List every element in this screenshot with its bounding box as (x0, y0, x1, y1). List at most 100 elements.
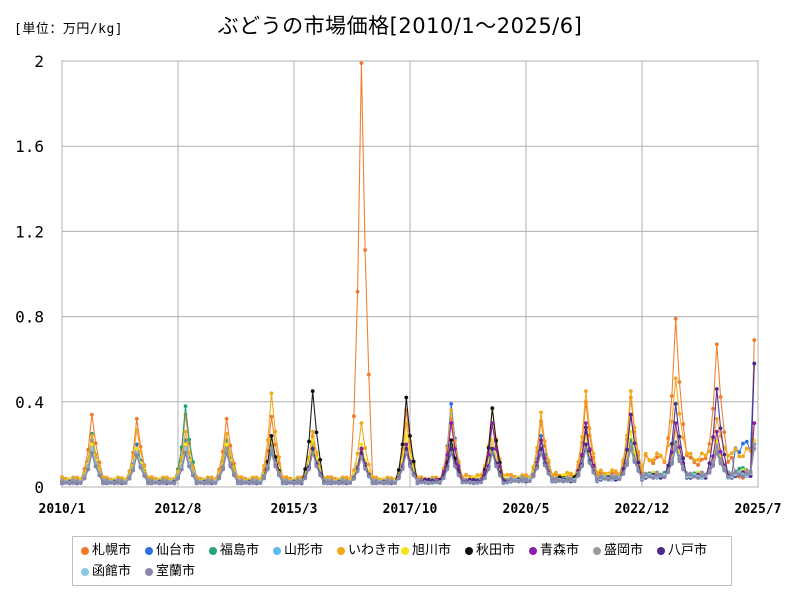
data-point (655, 455, 659, 460)
data-point (116, 477, 120, 482)
data-point (557, 478, 562, 483)
data-point (744, 474, 749, 478)
data-point (700, 457, 704, 462)
data-point (344, 480, 349, 485)
data-point (127, 476, 132, 481)
data-point (138, 465, 143, 470)
data-point (310, 446, 315, 451)
data-point (359, 451, 364, 455)
data-point (464, 473, 468, 477)
data-point (359, 442, 364, 447)
data-point (539, 446, 543, 451)
data-point (438, 481, 442, 485)
data-point (628, 389, 633, 393)
data-point (426, 481, 431, 486)
data-point (404, 446, 409, 451)
data-point (464, 480, 468, 484)
legend-label: いわき市 (348, 543, 401, 558)
data-point (677, 459, 682, 463)
data-point (131, 468, 136, 473)
data-point (232, 473, 237, 478)
data-point (610, 472, 614, 477)
data-point (670, 419, 674, 424)
data-point (673, 442, 678, 447)
data-point (584, 421, 588, 425)
data-point (632, 460, 637, 464)
legend-label: 山形市 (284, 543, 324, 558)
data-point (565, 470, 570, 475)
data-point (352, 414, 356, 419)
data-point (265, 438, 270, 442)
data-point (584, 389, 588, 393)
data-point (677, 434, 682, 439)
data-point (602, 476, 607, 481)
data-point (587, 461, 592, 465)
data-point (673, 402, 678, 406)
data-point (142, 473, 147, 478)
data-point (748, 474, 753, 478)
y-tick-label: 0.8 (15, 308, 44, 327)
data-point (651, 476, 656, 480)
data-point (303, 467, 308, 471)
data-point (101, 480, 106, 484)
legend-label: 八戸市 (668, 543, 708, 558)
data-point (209, 480, 214, 485)
data-point (322, 481, 326, 485)
data-point (714, 342, 719, 347)
data-point (292, 481, 296, 486)
data-point (621, 467, 626, 471)
data-point (75, 476, 79, 480)
data-point (310, 429, 315, 434)
data-point (329, 480, 334, 484)
data-point (389, 476, 394, 480)
data-point (105, 480, 109, 484)
data-point (482, 476, 487, 481)
data-point (445, 452, 450, 457)
data-point (617, 477, 622, 482)
data-point (60, 475, 64, 480)
data-point (441, 476, 446, 481)
data-point (449, 402, 454, 406)
data-point (610, 476, 614, 480)
data-point (598, 468, 603, 473)
data-point (277, 455, 281, 460)
data-point (685, 472, 689, 477)
data-point (509, 477, 513, 482)
data-point (408, 464, 412, 469)
data-point (329, 475, 334, 480)
data-point (707, 470, 712, 475)
data-point (550, 477, 555, 482)
data-point (404, 434, 409, 438)
data-point (722, 430, 727, 435)
legend-label: 青森市 (540, 543, 580, 558)
data-point (430, 480, 435, 485)
data-point (434, 480, 439, 485)
data-point (209, 476, 214, 480)
data-point (569, 471, 573, 476)
data-point (490, 451, 495, 455)
data-point (475, 473, 480, 477)
data-point (340, 480, 345, 485)
data-point (314, 464, 319, 469)
data-point (93, 441, 98, 446)
data-point (677, 380, 682, 384)
data-point (355, 451, 360, 456)
data-point (453, 464, 457, 469)
data-point (280, 480, 285, 484)
data-point (670, 441, 674, 446)
data-point (714, 416, 719, 421)
data-point (726, 460, 730, 464)
data-point (651, 461, 656, 466)
data-point (269, 434, 274, 438)
data-point (310, 451, 315, 455)
data-point (348, 481, 352, 485)
data-point (314, 430, 319, 435)
data-point (284, 480, 289, 484)
data-point (737, 450, 742, 455)
data-point (554, 470, 558, 475)
data-point (524, 473, 528, 478)
data-point (744, 468, 749, 472)
data-point (748, 470, 753, 475)
data-point (359, 455, 364, 460)
data-point (396, 468, 401, 472)
